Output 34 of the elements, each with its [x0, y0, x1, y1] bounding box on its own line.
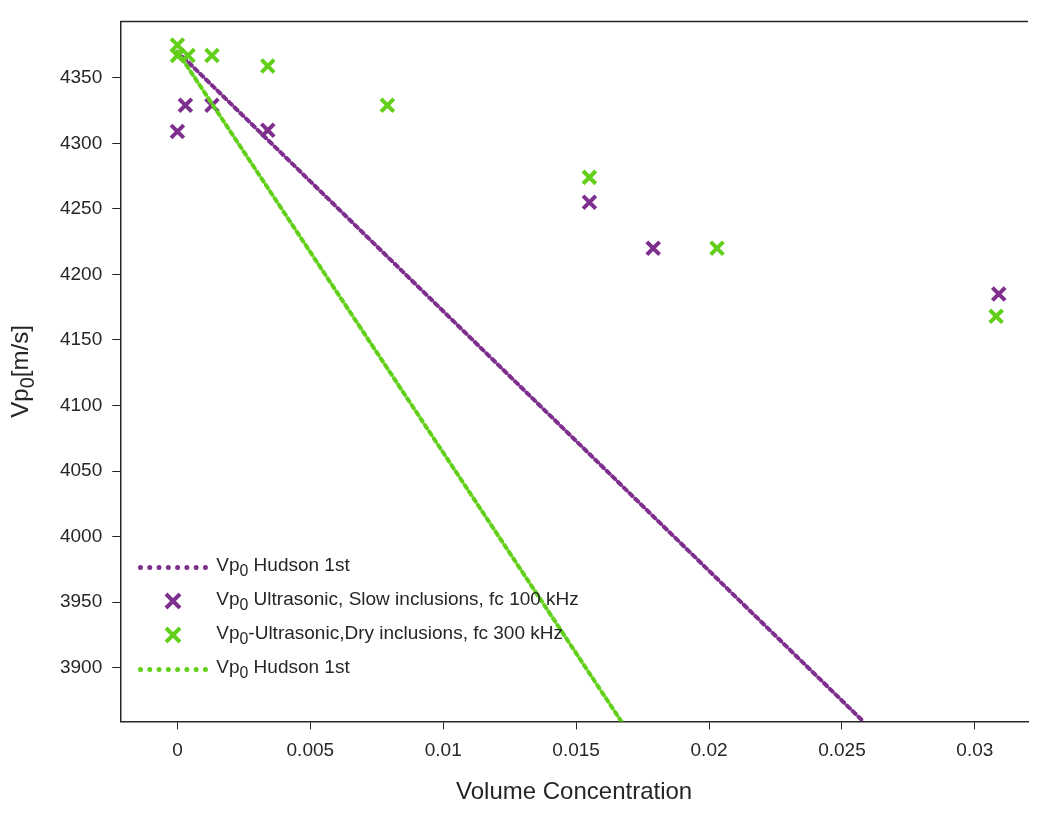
point	[203, 47, 221, 64]
y-tick-label: 4250	[59, 197, 103, 219]
point	[644, 239, 662, 257]
point	[581, 169, 598, 186]
y-tick-label: 4050	[59, 459, 103, 481]
x-tick-label: 0.01	[424, 739, 462, 761]
x-tick-label: 0.005	[286, 739, 335, 761]
point	[708, 239, 726, 257]
y-tick-label: 4100	[59, 393, 103, 415]
y-tick-label: 3950	[59, 590, 103, 612]
point	[259, 121, 277, 139]
point	[987, 307, 1005, 325]
x-tick-label: 0.02	[690, 739, 728, 761]
x-tick-label: 0.025	[818, 739, 866, 761]
y-tick-label: 4350	[59, 66, 103, 87]
x-tick-label: 0.015	[552, 739, 600, 761]
y-tick-label: 3900	[59, 655, 103, 677]
point	[990, 285, 1008, 303]
point	[169, 123, 186, 140]
y-tick-label: 4150	[59, 328, 103, 350]
y-tick-label: 4000	[59, 524, 103, 546]
x-axis-title: Volume Concentration	[456, 777, 693, 805]
legend-label: Vp$_{0}$ Hudson 1st	[216, 554, 350, 581]
point	[259, 57, 277, 75]
point	[379, 96, 396, 114]
legend-label: Vp$_{0}$ Ultrasonic, Slow inclusions, fc 100 kHz	[216, 588, 579, 615]
x-tick-label: 0	[172, 739, 183, 761]
point	[581, 193, 598, 211]
point	[177, 96, 194, 114]
y-tick-label: 4300	[59, 131, 103, 153]
x-tick-label: 0.03	[956, 739, 994, 761]
y-tick-label: 4200	[59, 262, 103, 284]
legend-label: Vp$_{0}$-Ultrasonic,Dry inclusions, fc 300 kHz	[216, 622, 563, 649]
legend-label: Vp$_{0}$ Hudson 1st	[216, 656, 350, 683]
